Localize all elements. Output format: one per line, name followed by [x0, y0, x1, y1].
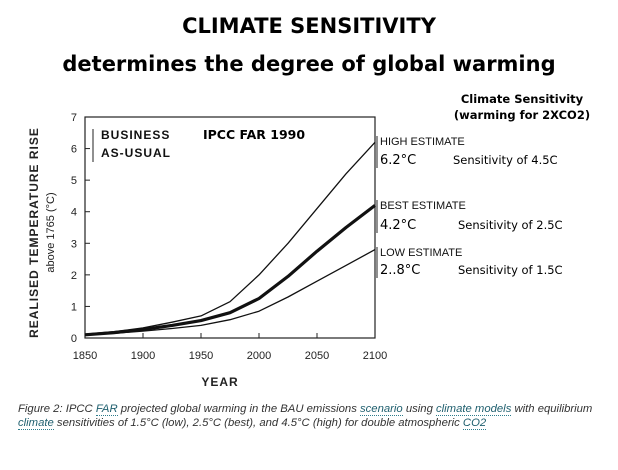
caption-text-1: Figure 2: IPCC: [18, 403, 96, 415]
series-line: [84, 249, 376, 336]
sensitivity-label: Sensitivity of 2.5C: [458, 218, 563, 232]
y-axis-sublabel: above 1765 (°C): [45, 192, 57, 272]
x-axis-label: YEAR: [201, 375, 238, 389]
caption-link-co2[interactable]: CO2: [462, 417, 487, 430]
y-tick-label: 0: [71, 333, 77, 345]
estimate-label: HIGH ESTIMATE: [380, 136, 465, 148]
caption-text-2: projected global warming in the BAU emis…: [117, 403, 360, 415]
y-tick-label: 6: [71, 144, 77, 156]
estimate-label: LOW ESTIMATE: [380, 247, 462, 259]
sensitivity-heading: Climate Sensitivity (warming for 2XCO2): [452, 91, 592, 123]
x-tick-label: 1950: [189, 350, 213, 362]
y-tick-label: 1: [71, 301, 77, 313]
caption-text-4: with equilibrium: [511, 403, 593, 415]
x-tick-label: 2100: [363, 350, 387, 362]
y-tick-label: 2: [71, 270, 77, 282]
sensitivity-heading-line1: Climate Sensitivity: [460, 92, 584, 106]
x-tick-label: 2000: [247, 350, 271, 362]
sensitivity-label: Sensitivity of 4.5C: [453, 153, 558, 167]
plot-frame: [84, 116, 376, 339]
y-tick-label: 4: [71, 207, 77, 219]
slide-subtitle: determines the degree of global warming: [62, 52, 556, 76]
y-tick-label: 3: [71, 238, 77, 250]
figure-caption: Figure 2: IPCC FAR projected global warm…: [18, 402, 598, 430]
caption-text-5: sensitivities of 1.5°C (low), 2.5°C (bes…: [53, 417, 463, 429]
caption-link-scenario[interactable]: scenario: [360, 403, 403, 416]
sensitivity-label: Sensitivity of 1.5C: [458, 263, 563, 277]
estimate-value: 6.2°C: [380, 153, 416, 168]
annotation-source: IPCC FAR 1990: [203, 127, 305, 142]
caption-link-far[interactable]: FAR: [95, 403, 118, 416]
y-axis-label: REALISED TEMPERATURE RISE: [27, 127, 41, 338]
caption-link-climate[interactable]: climate: [18, 417, 54, 430]
series-line: [84, 204, 376, 337]
x-tick-label: 2050: [305, 350, 329, 362]
annotation-scenario-line2: AS-USUAL: [101, 146, 171, 160]
estimate-label: BEST ESTIMATE: [380, 200, 466, 212]
sensitivity-heading-line2: (warming for 2XCO2): [453, 108, 591, 122]
estimate-value: 2..8°C: [380, 263, 420, 278]
x-tick-label: 1850: [73, 350, 97, 362]
warming-chart: 0 1 2 3 4 5 6 7 1850 1900 1950 2000 2050 2100 YEAR REAL…: [27, 112, 563, 389]
annotation-scenario-line1: BUSINESS: [101, 128, 170, 142]
y-tick-label: 5: [71, 175, 77, 187]
slide-title: CLIMATE SENSITIVITY: [182, 14, 436, 38]
x-tick-label: 1900: [131, 350, 155, 362]
estimate-value: 4.2°C: [380, 218, 416, 233]
caption-text-3: using: [402, 403, 436, 415]
y-tick-label: 7: [71, 112, 77, 124]
caption-link-climate-models[interactable]: climate models: [436, 403, 512, 416]
